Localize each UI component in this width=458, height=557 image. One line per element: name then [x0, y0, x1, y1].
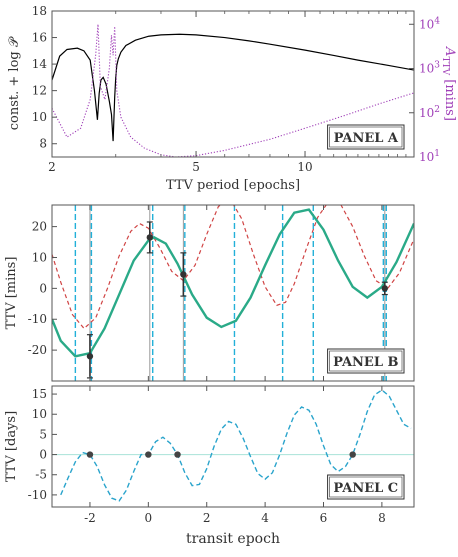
y-right-tick-label: 102	[419, 105, 440, 120]
transit-point	[349, 451, 356, 458]
x-tick-label: 5	[192, 160, 200, 174]
y-axis-label: const. + log 𝒫	[7, 36, 22, 130]
x-tick-label: 10	[297, 160, 312, 174]
transit-point	[145, 451, 152, 458]
data-point	[180, 271, 187, 278]
y-tick-label: 14	[32, 57, 48, 71]
y-tick-label: -10	[28, 312, 47, 326]
y-right-axis-label: ATTV [mins]	[440, 46, 457, 121]
y-tick-label: -20	[28, 343, 47, 357]
y-tick-label: 18	[32, 4, 47, 18]
x-tick-label: -2	[84, 511, 96, 525]
x-tick-label: 6	[320, 511, 328, 525]
panel-b-label-box-inner	[329, 350, 403, 372]
y-tick-label: 10	[32, 110, 47, 124]
y-tick-label: 10	[32, 407, 47, 421]
y-tick-label: 20	[32, 220, 47, 234]
y-tick-label: -5	[35, 468, 47, 482]
true-model-curve	[52, 208, 414, 358]
panel-c-label-box	[327, 474, 405, 500]
y-tick-label: 12	[32, 84, 47, 98]
y-right-tick-label: 104	[419, 16, 440, 31]
panel-a: 2 5 10 8 10 12 14 16 18 101 102 103 104 TTV period [e…	[7, 4, 457, 193]
panel-a-label: PANEL A	[334, 131, 399, 146]
panel-b-label-box	[327, 348, 405, 374]
panel-c-frame	[51, 385, 415, 508]
panel-a-plot-area	[52, 24, 414, 157]
transit-point	[86, 451, 94, 458]
x-tick-label: 0	[145, 511, 153, 525]
y-tick-label: 8	[39, 137, 47, 151]
panel-c-label: PANEL C	[333, 481, 398, 496]
panel-c-plot-area	[52, 389, 414, 502]
y-tick-label: 10	[32, 250, 47, 264]
x-tick-label: 8	[378, 511, 386, 525]
y-axis-label: TTV [days]	[4, 411, 19, 482]
panel-b: -20 -10 0 10 20 TTV [mins] PANEL B	[4, 204, 415, 382]
panel-b-label: PANEL B	[333, 355, 398, 370]
data-point	[146, 234, 153, 241]
alias-model-curve	[52, 205, 414, 330]
x-axis-label: TTV period [epochs]	[166, 178, 300, 193]
y-tick-label: 15	[32, 387, 47, 401]
x-axis-label: transit epoch	[186, 531, 280, 547]
panel-c-label-box-inner	[329, 476, 403, 498]
panel-a-frame	[51, 10, 415, 158]
x-tick-label: 4	[261, 511, 269, 525]
x-tick-label: 2	[203, 511, 211, 525]
y-tick-label: -10	[28, 488, 47, 502]
transit-point	[174, 451, 181, 458]
data-point	[86, 353, 94, 360]
periodogram-curve	[52, 33, 414, 142]
ttv-days-curve	[60, 389, 412, 502]
panel-a-label-box-inner	[329, 126, 403, 148]
y-right-tick-label: 101	[419, 149, 440, 164]
attv-curve	[52, 24, 414, 157]
y-tick-label: 16	[32, 31, 47, 45]
y-tick-label: 5	[39, 427, 47, 441]
panel-b-plot-area	[52, 205, 414, 381]
panel-b-frame	[51, 204, 415, 382]
y-axis-label: TTV [mins]	[4, 257, 19, 330]
data-point	[381, 285, 389, 292]
y-right-tick-label: 103	[419, 61, 440, 76]
y-tick-label: 0	[39, 448, 47, 462]
y-tick-label: 0	[39, 281, 47, 295]
panel-a-label-box	[327, 124, 405, 150]
panel-c: -2 0 2 4 6 8 -10 -5 0 5 10 15 transit epoch TTV [days…	[4, 385, 415, 547]
x-tick-label: 2	[48, 160, 56, 174]
